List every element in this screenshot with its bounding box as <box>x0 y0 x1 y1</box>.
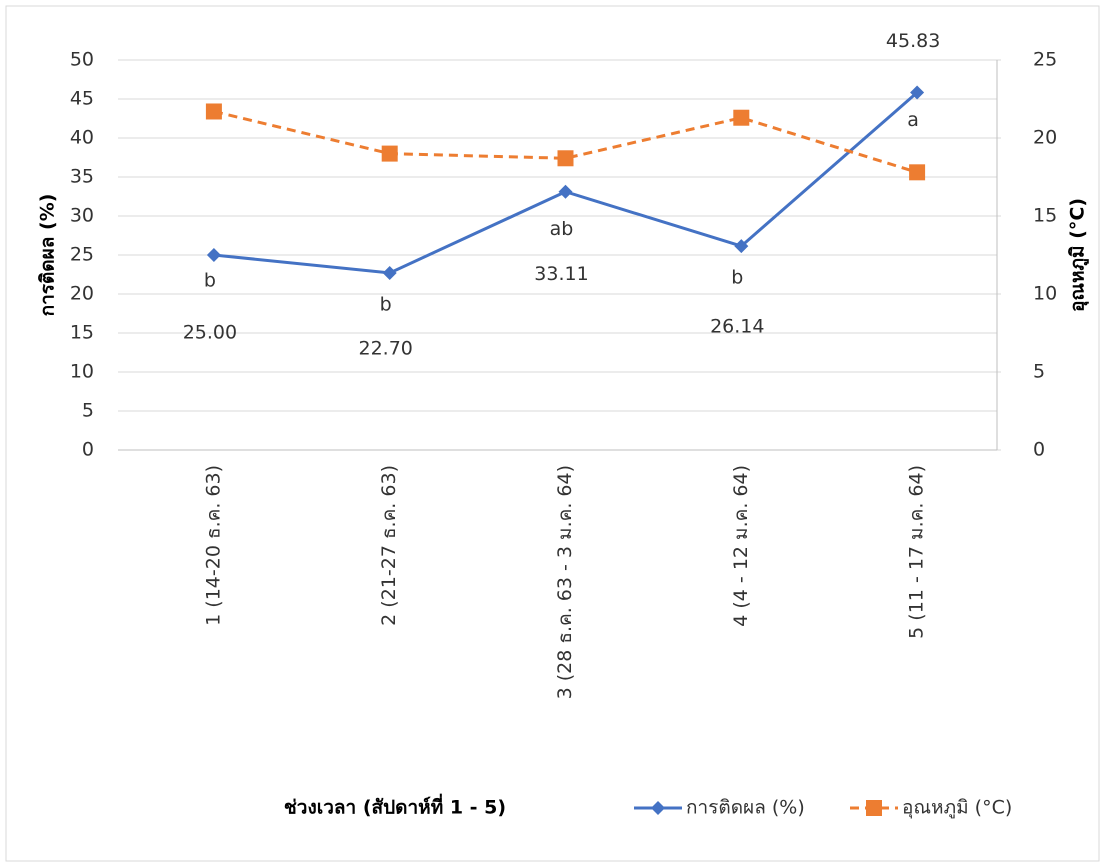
series-marker <box>205 103 222 120</box>
x-tick-label: 2 (21-27 ธ.ค. 63) <box>378 465 400 626</box>
y2-tick-label: 10 <box>1033 283 1057 305</box>
x-tick-label: 3 (28 ธ.ค. 63 - 3 ม.ค. 64) <box>554 465 576 699</box>
series-marker <box>910 85 925 100</box>
y-axis-title: การติดผล (%) <box>37 194 59 317</box>
legend-label: อุณหภูมิ (°C) <box>902 797 1012 820</box>
series-marker <box>558 184 573 199</box>
series-line <box>213 110 918 174</box>
x-tick-label: 4 (4 - 12 ม.ค. 64) <box>730 465 752 627</box>
y-tick-label: 50 <box>70 49 94 71</box>
annotation: b <box>204 270 216 292</box>
y-tick-label: 15 <box>70 322 94 344</box>
y-tick-label: 25 <box>70 244 94 266</box>
annotation: b <box>731 267 743 289</box>
y-tick-label: 5 <box>82 400 94 422</box>
y-tick-label: 30 <box>70 205 94 227</box>
series-marker <box>206 248 221 262</box>
series-marker <box>381 145 398 162</box>
chart-frame <box>5 5 1100 862</box>
y2-axis-title: อุณหภูมิ (°C) <box>1067 198 1090 312</box>
data-label: 45.83 <box>886 30 940 52</box>
legend-label: การติดผล (%) <box>686 797 805 819</box>
y-tick-label: 40 <box>70 127 94 149</box>
annotation: ab <box>550 218 574 240</box>
x-tick-label: 1 (14-20 ธ.ค. 63) <box>202 465 224 626</box>
y2-tick-label: 20 <box>1033 127 1057 149</box>
series-marker <box>733 109 750 126</box>
y-tick-label: 10 <box>70 361 94 383</box>
legend-marker <box>866 800 882 816</box>
y-tick-label: 20 <box>70 283 94 305</box>
legend-marker <box>651 801 665 815</box>
data-label: 26.14 <box>710 316 764 338</box>
series-marker <box>909 164 926 181</box>
annotation: a <box>907 109 919 131</box>
data-label: 22.70 <box>358 337 412 359</box>
series-marker <box>557 150 574 167</box>
y-tick-label: 45 <box>70 88 94 110</box>
y2-tick-label: 0 <box>1033 439 1045 461</box>
y-tick-label: 35 <box>70 166 94 188</box>
series-marker <box>382 265 397 280</box>
x-tick-label: 5 (11 - 17 ม.ค. 64) <box>906 465 928 639</box>
x-axis-title: ช่วงเวลา (สัปดาห์ที่ 1 - 5) <box>284 794 506 819</box>
data-label: 25.00 <box>183 322 237 344</box>
y2-tick-label: 5 <box>1033 361 1045 383</box>
annotation: b <box>380 293 392 315</box>
y2-tick-label: 15 <box>1033 205 1057 227</box>
y-tick-label: 0 <box>82 439 94 461</box>
series-marker <box>734 239 749 254</box>
data-label: 33.11 <box>534 263 588 285</box>
y2-tick-label: 25 <box>1033 49 1057 71</box>
